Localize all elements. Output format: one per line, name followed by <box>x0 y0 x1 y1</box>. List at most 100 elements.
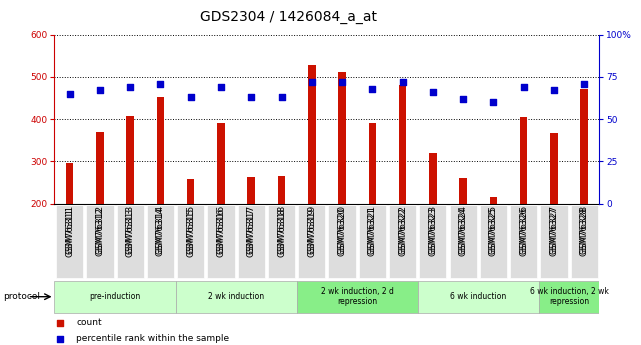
Text: GSM76315: GSM76315 <box>186 205 196 254</box>
Text: 2 wk induction: 2 wk induction <box>208 292 264 301</box>
Text: GSM76311: GSM76311 <box>65 205 74 254</box>
Bar <box>126 116 134 204</box>
Point <box>216 84 226 90</box>
Bar <box>399 85 406 204</box>
FancyBboxPatch shape <box>56 205 83 278</box>
Text: 6 wk induction: 6 wk induction <box>450 292 506 301</box>
Text: GSM76319: GSM76319 <box>307 205 316 254</box>
Text: GSM76322: GSM76322 <box>398 207 407 256</box>
FancyBboxPatch shape <box>389 205 416 278</box>
Bar <box>96 132 104 204</box>
Point <box>367 86 378 91</box>
Bar <box>580 89 588 204</box>
Text: GSM76320: GSM76320 <box>338 205 347 254</box>
Text: GSM76312: GSM76312 <box>96 205 104 254</box>
Bar <box>429 153 437 204</box>
Point <box>549 88 559 93</box>
Point <box>125 84 135 90</box>
Bar <box>247 177 255 204</box>
Text: protocol: protocol <box>3 292 40 301</box>
Bar <box>460 178 467 204</box>
Text: GSM76319: GSM76319 <box>307 207 316 257</box>
Point <box>428 89 438 95</box>
Text: GSM76328: GSM76328 <box>579 207 588 256</box>
Text: GSM76328: GSM76328 <box>579 205 588 254</box>
Bar <box>66 164 74 204</box>
FancyBboxPatch shape <box>479 205 507 278</box>
Text: GSM76313: GSM76313 <box>126 207 135 257</box>
Bar <box>308 65 315 204</box>
Text: GSM76324: GSM76324 <box>458 207 468 256</box>
Bar <box>217 123 225 204</box>
Point <box>458 96 469 101</box>
Text: GSM76324: GSM76324 <box>458 205 468 254</box>
Text: 6 wk induction, 2 wk
repression: 6 wk induction, 2 wk repression <box>529 287 608 306</box>
FancyBboxPatch shape <box>419 205 447 278</box>
Text: GSM76318: GSM76318 <box>277 205 286 254</box>
Text: GSM76314: GSM76314 <box>156 205 165 254</box>
Bar <box>338 72 346 204</box>
Point <box>246 94 256 100</box>
Text: GSM76327: GSM76327 <box>549 205 558 254</box>
Point <box>519 84 529 90</box>
FancyBboxPatch shape <box>238 205 265 278</box>
Text: GSM76322: GSM76322 <box>398 205 407 254</box>
Bar <box>520 117 528 204</box>
FancyBboxPatch shape <box>176 281 297 313</box>
Point <box>55 336 65 342</box>
FancyBboxPatch shape <box>449 205 477 278</box>
FancyBboxPatch shape <box>268 205 295 278</box>
Bar <box>278 176 285 204</box>
Text: pre-induction: pre-induction <box>89 292 140 301</box>
Text: GSM76315: GSM76315 <box>186 207 196 257</box>
Text: GSM76325: GSM76325 <box>489 205 498 254</box>
FancyBboxPatch shape <box>510 205 537 278</box>
FancyBboxPatch shape <box>539 281 599 313</box>
Bar <box>550 132 558 204</box>
FancyBboxPatch shape <box>207 205 235 278</box>
Point <box>306 79 317 85</box>
Text: GSM76320: GSM76320 <box>338 207 347 256</box>
Bar <box>369 123 376 204</box>
Point <box>55 320 65 325</box>
Point <box>186 94 196 100</box>
FancyBboxPatch shape <box>359 205 386 278</box>
FancyBboxPatch shape <box>147 205 174 278</box>
FancyBboxPatch shape <box>87 205 113 278</box>
FancyBboxPatch shape <box>418 281 539 313</box>
Point <box>95 88 105 93</box>
Text: percentile rank within the sample: percentile rank within the sample <box>76 334 229 343</box>
FancyBboxPatch shape <box>117 205 144 278</box>
Point <box>65 91 75 97</box>
FancyBboxPatch shape <box>54 281 176 313</box>
Text: 2 wk induction, 2 d
repression: 2 wk induction, 2 d repression <box>320 287 394 306</box>
Point <box>337 79 347 85</box>
Bar <box>490 197 497 204</box>
Bar <box>156 97 164 204</box>
Point <box>488 99 499 105</box>
Text: GSM76323: GSM76323 <box>428 205 437 254</box>
Point <box>579 81 589 86</box>
Point <box>276 94 287 100</box>
Text: GSM76312: GSM76312 <box>96 207 104 256</box>
Text: GSM76316: GSM76316 <box>217 207 226 257</box>
Text: GSM76317: GSM76317 <box>247 207 256 257</box>
Text: GSM76317: GSM76317 <box>247 205 256 254</box>
Text: GSM76327: GSM76327 <box>549 207 558 256</box>
FancyBboxPatch shape <box>328 205 356 278</box>
Text: GSM76326: GSM76326 <box>519 207 528 256</box>
Text: GSM76323: GSM76323 <box>428 207 437 256</box>
FancyBboxPatch shape <box>540 205 567 278</box>
Text: GSM76316: GSM76316 <box>217 205 226 254</box>
Text: GSM76313: GSM76313 <box>126 205 135 254</box>
Text: count: count <box>76 318 102 327</box>
Point <box>155 81 165 86</box>
FancyBboxPatch shape <box>570 205 598 278</box>
Bar <box>187 179 194 204</box>
Point <box>397 79 408 85</box>
Text: GSM76326: GSM76326 <box>519 205 528 254</box>
Text: GDS2304 / 1426084_a_at: GDS2304 / 1426084_a_at <box>200 10 377 24</box>
Text: GSM76314: GSM76314 <box>156 207 165 256</box>
FancyBboxPatch shape <box>177 205 204 278</box>
FancyBboxPatch shape <box>298 205 326 278</box>
